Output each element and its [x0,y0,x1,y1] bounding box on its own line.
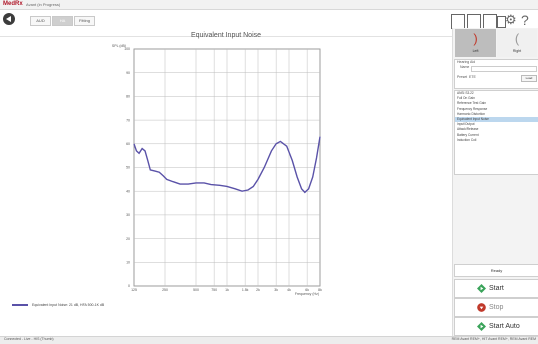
left-ear-label: Left [455,49,496,54]
x-tick-label: 500 [193,288,199,292]
x-tick-label: 250 [162,288,168,292]
legend-label: Equivalent Input Noise: 21 dB, HFA 500-1… [32,303,104,307]
stop-label: Stop [489,299,503,316]
gear-icon[interactable]: ⚙ [505,12,517,28]
name-input[interactable] [471,66,537,72]
x-tick-label: 2k [256,288,260,292]
y-tick-label: 80 [126,95,130,99]
settings-box: Hearing Aid Name Preset ETE Load [454,59,538,89]
app-logo: MedRx [3,0,23,9]
x-tick-label: 125 [131,288,137,292]
stop-icon [477,303,486,312]
print-preview-icon[interactable] [451,14,465,29]
status-left-text: Connected - Live - HIS (Thumb) [4,336,54,343]
preset-label: Preset [457,75,467,80]
session-title: Avant (in Progress) [26,0,60,9]
start-button[interactable]: Start [454,279,538,298]
left-ear-button[interactable]: ) Left [455,29,496,57]
start-label: Start [489,280,504,297]
x-tick-label: 3k [274,288,278,292]
y-tick-label: 60 [126,142,130,146]
start-icon [477,284,486,293]
test-list: ANSI S3.22 Full On Gain Reference Test G… [454,90,538,175]
start-auto-icon [477,322,486,331]
left-ear-icon: ) [455,29,496,49]
x-tick-label: 1k [225,288,229,292]
preset-value[interactable]: ETE [469,75,476,80]
status-text: Ready [454,264,538,277]
status-right-text: REM Avant REM+, HIT Avant REM+, REM Avan… [440,336,536,343]
tab-ha[interactable]: HA [52,16,73,26]
load-button[interactable]: Load [521,75,537,82]
y-tick-label: 20 [126,237,130,241]
y-tick-label: 40 [126,189,130,193]
legend-swatch [12,304,28,306]
tab-fitting[interactable]: Fitting [74,16,95,26]
x-tick-label: 8k [318,288,322,292]
back-button[interactable] [3,13,15,25]
y-tick-label: 90 [126,71,130,75]
right-ear-label: Right [497,49,537,54]
right-ear-button[interactable]: ( Right [497,29,537,57]
start-auto-button[interactable]: Start Auto [454,317,538,336]
grid [134,49,320,286]
y-tick-label: 10 [126,261,130,265]
right-ear-icon: ( [497,29,537,49]
y-tick-label: 100 [124,47,130,51]
print-icon[interactable] [483,14,497,29]
y-tick-label: 30 [126,213,130,217]
tab-aud[interactable]: AUD [30,16,51,26]
name-label: Name [460,65,469,70]
title-bar [0,0,538,10]
x-tick-label: 1.5k [242,288,249,292]
x-tick-label: 750 [211,288,217,292]
save-icon[interactable] [467,14,481,29]
stop-button[interactable]: Stop [454,298,538,317]
y-tick-label: 70 [126,118,130,122]
chart-title: Equivalent Input Noise [191,32,261,39]
y-tick-label: 50 [126,166,130,170]
eqn-chart: Equivalent Input Noise SPL (dB) Frequenc… [0,26,452,298]
help-icon[interactable]: ? [521,12,529,28]
start-auto-label: Start Auto [489,318,520,335]
x-tick-label: 6k [305,288,309,292]
chart-legend: Equivalent Input Noise: 21 dB, HFA 500-1… [12,302,104,308]
list-item-induction-coil[interactable]: Induction Coil [455,138,538,143]
x-tick-label: 4k [287,288,291,292]
y-tick-label: 0 [128,284,130,288]
x-axis-label: Frequency (Hz) [295,292,319,296]
